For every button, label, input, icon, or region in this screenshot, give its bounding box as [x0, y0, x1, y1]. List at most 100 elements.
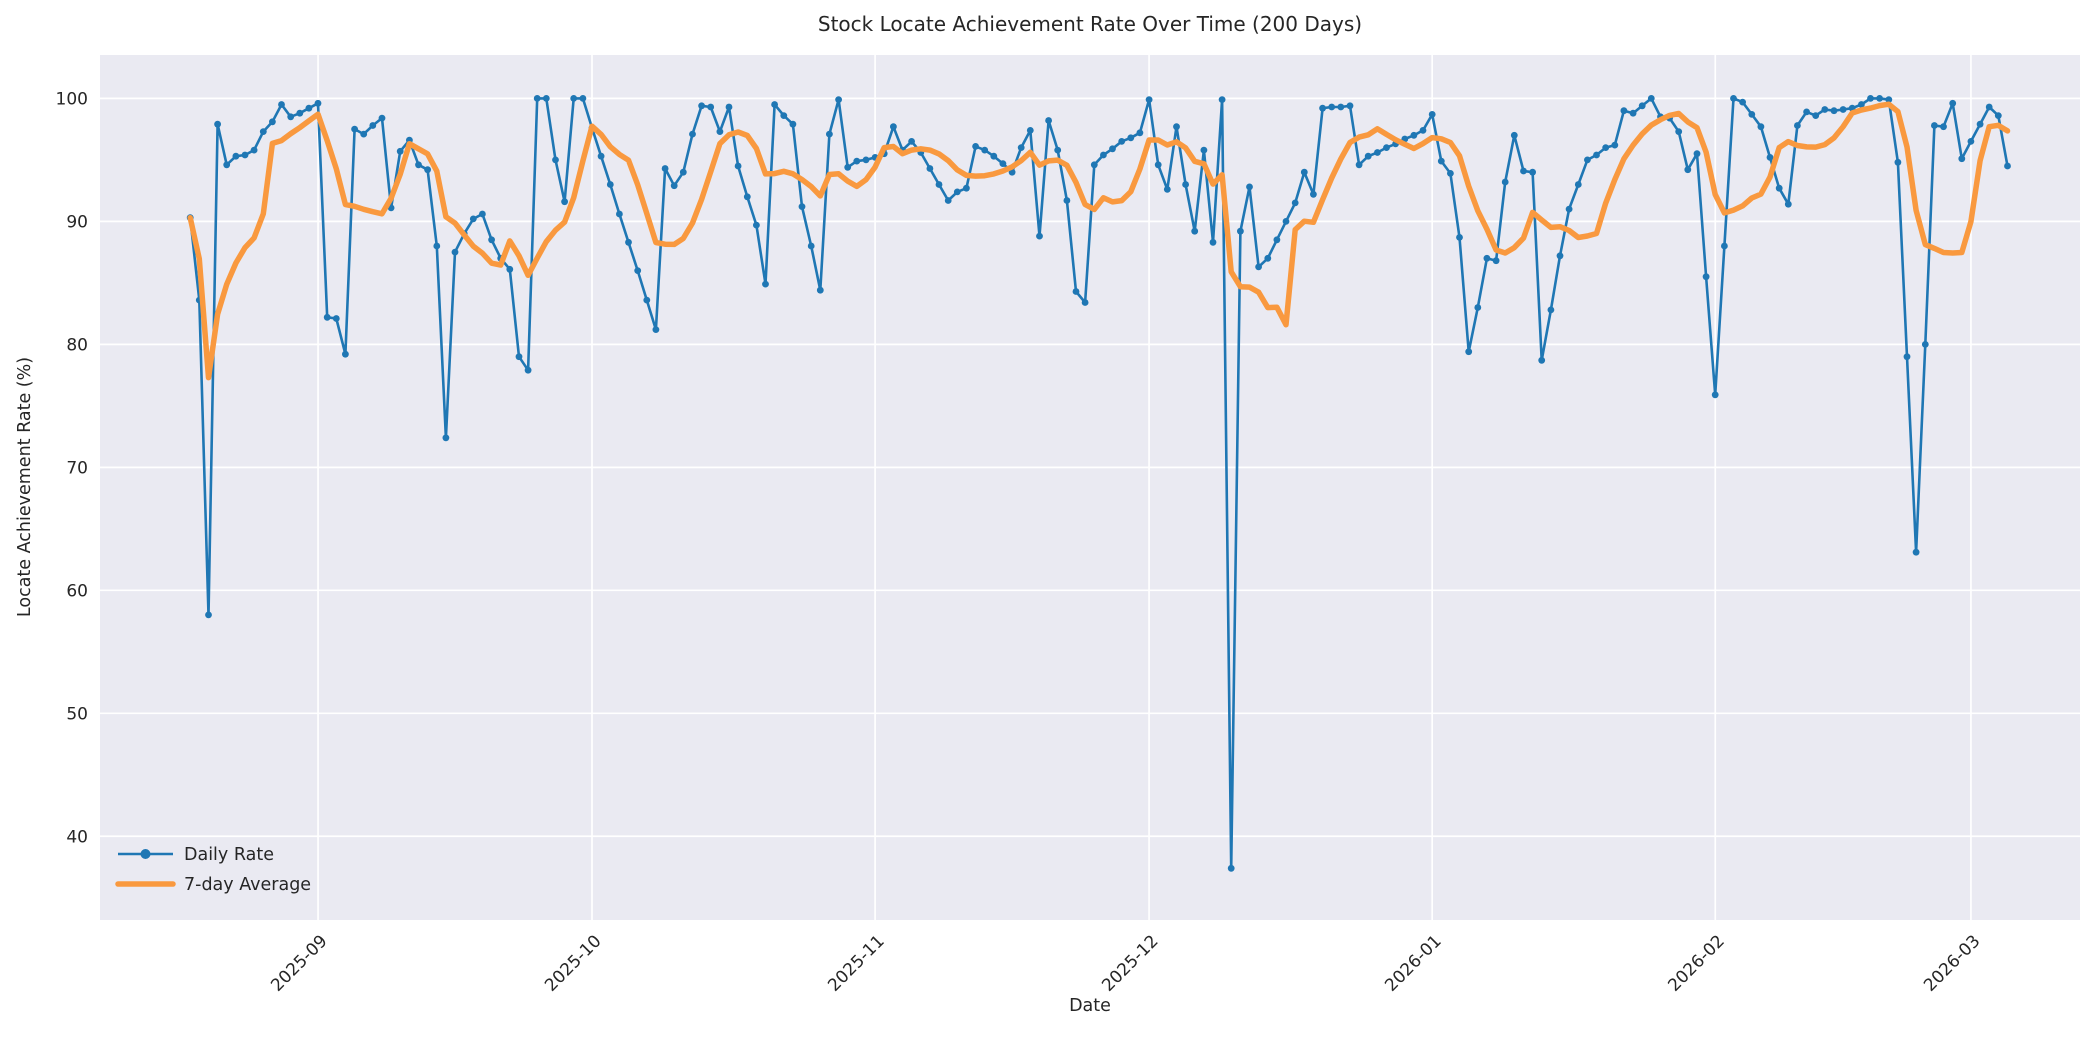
daily-rate-marker — [734, 162, 742, 170]
daily-rate-marker — [890, 123, 897, 131]
daily-rate-marker — [506, 265, 514, 273]
daily-rate-marker — [1876, 95, 1883, 102]
x-axis-tick-label: 2025-11 — [824, 931, 888, 995]
daily-rate-marker — [1054, 146, 1062, 154]
daily-rate-marker — [725, 103, 733, 111]
daily-rate-marker — [1812, 112, 1820, 119]
daily-rate-marker — [533, 95, 541, 102]
x-axis-tick-labels: 2025-09 2025-10 2025-11 2025-12 2026-01 2026-… — [267, 931, 1984, 995]
daily-rate-marker — [1602, 144, 1610, 152]
daily-rate-marker — [826, 130, 833, 138]
daily-rate-marker — [469, 215, 477, 223]
daily-rate-marker — [1191, 227, 1199, 235]
daily-rate-marker — [999, 160, 1007, 168]
daily-rate-marker — [1072, 288, 1080, 295]
daily-rate-marker — [972, 143, 979, 150]
daily-rate-marker — [679, 168, 687, 176]
daily-rate-marker — [1291, 199, 1299, 207]
daily-rate-marker — [1447, 170, 1454, 177]
daily-rate-marker — [433, 242, 441, 250]
daily-rate-marker — [798, 203, 806, 211]
daily-rate-marker — [1611, 141, 1619, 149]
daily-rate-marker — [990, 152, 998, 160]
daily-rate-marker — [1647, 95, 1655, 102]
daily-rate-marker — [552, 156, 559, 164]
daily-rate-marker — [479, 210, 486, 218]
daily-rate-marker — [1940, 123, 1947, 131]
daily-rate-marker — [1784, 200, 1792, 208]
daily-rate-marker — [762, 280, 769, 288]
daily-rate-marker — [2004, 162, 2011, 170]
daily-rate-marker — [1538, 356, 1546, 364]
daily-rate-marker — [1346, 102, 1354, 110]
daily-rate-marker — [1584, 156, 1591, 164]
daily-rate-marker — [1702, 273, 1710, 281]
daily-rate-marker — [853, 157, 861, 165]
seven-day-average-line — [187, 101, 2011, 381]
y-axis-tick-label: 70 — [66, 458, 88, 478]
daily-rate-marker — [1127, 134, 1135, 142]
daily-rate-marker — [1858, 101, 1865, 108]
daily-rate-marker — [1136, 129, 1144, 137]
daily-rate-marker — [1145, 96, 1153, 103]
daily-rate-marker — [1629, 109, 1637, 117]
daily-rate-marker — [1912, 548, 1920, 556]
daily-rate-marker — [926, 165, 934, 172]
daily-rate-marker — [1830, 107, 1838, 115]
daily-rate-marker — [981, 146, 989, 154]
daily-rate-marker — [1163, 186, 1171, 193]
daily-rate-marker — [652, 326, 660, 333]
legend: Daily Rate 7-day Average — [115, 845, 311, 895]
daily-rate-marker — [670, 182, 678, 190]
daily-rate-marker — [1949, 99, 1957, 107]
y-axis-tick-label: 80 — [66, 335, 88, 355]
daily-rate-marker — [1757, 123, 1765, 131]
daily-rate-marker — [415, 161, 422, 169]
y-axis-tick-label: 100 — [56, 89, 88, 109]
daily-rate-marker — [1775, 184, 1783, 192]
daily-rate-marker — [1255, 263, 1262, 271]
daily-rate-marker — [1227, 864, 1235, 872]
daily-rate-marker — [1593, 151, 1600, 159]
daily-rate-marker — [296, 109, 304, 117]
daily-rate-markers — [186, 95, 2011, 872]
daily-rate-marker — [1483, 254, 1491, 262]
daily-rate-marker — [1921, 341, 1929, 348]
daily-rate-marker — [1036, 232, 1043, 240]
x-axis-tick-label: 2025-09 — [267, 931, 331, 995]
daily-rate-marker — [1374, 149, 1381, 156]
daily-rate-marker — [1154, 161, 1162, 169]
x-axis-label: Date — [1069, 996, 1111, 1016]
daily-rate-marker — [1109, 145, 1116, 153]
daily-rate-marker — [616, 210, 623, 218]
daily-rate-marker — [1383, 144, 1390, 152]
daily-rate-marker — [278, 101, 285, 108]
daily-rate-marker — [1721, 242, 1728, 250]
daily-rate-marker — [269, 118, 276, 126]
daily-rate-marker — [935, 181, 943, 188]
daily-rate-marker — [816, 286, 824, 294]
daily-rate-marker — [232, 152, 240, 160]
daily-rate-marker — [1456, 234, 1463, 241]
daily-rate-marker — [1300, 168, 1308, 176]
daily-rate-marker — [1118, 138, 1126, 145]
daily-rate-marker — [214, 120, 222, 128]
daily-rate-marker — [424, 166, 431, 174]
daily-rate-marker — [332, 315, 340, 322]
x-axis-tick-label: 2026-01 — [1381, 931, 1445, 995]
daily-rate-marker — [844, 163, 852, 171]
daily-rate-marker — [789, 120, 797, 128]
daily-rate-marker — [287, 113, 295, 121]
daily-rate-marker — [351, 125, 358, 133]
daily-rate-marker — [1547, 306, 1555, 314]
daily-rate-marker — [1246, 183, 1253, 191]
daily-rate-marker — [1839, 106, 1847, 113]
daily-rate-marker — [488, 236, 495, 244]
daily-rate-marker — [643, 296, 651, 304]
daily-rate-marker — [515, 353, 523, 361]
daily-rate-marker — [1355, 161, 1363, 169]
daily-rate-marker — [1328, 103, 1336, 111]
daily-rate-marker — [1337, 103, 1345, 111]
